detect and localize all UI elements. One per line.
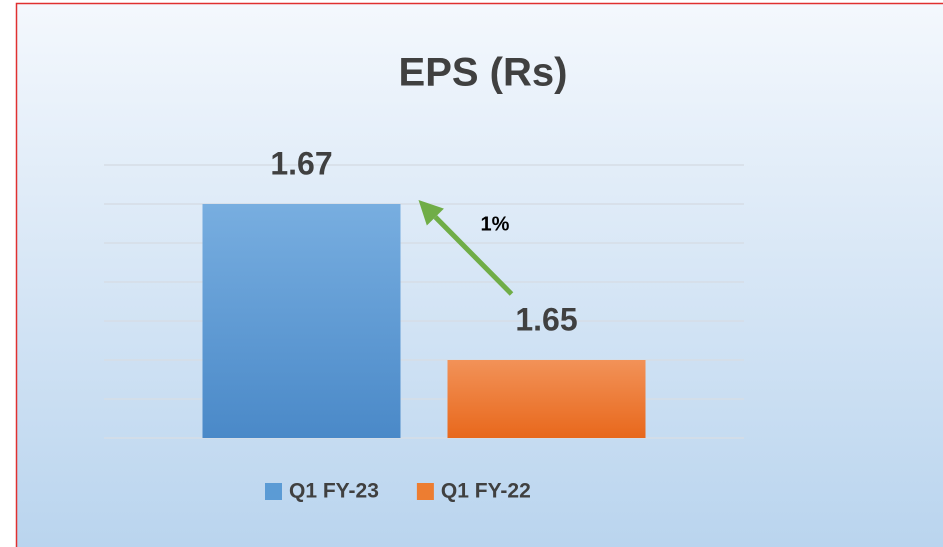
annotation-arrow [433, 215, 514, 296]
legend-swatch [265, 483, 282, 500]
legend-label: Q1 FY-22 [441, 480, 531, 503]
value-label: 1.65 [515, 301, 577, 337]
annotation: 1% [481, 213, 510, 235]
chart-title: EPS (Rs) [399, 51, 568, 95]
bar [447, 360, 646, 438]
annotation-arrowhead [418, 200, 444, 226]
legend-swatch [416, 483, 434, 500]
bar [202, 204, 401, 438]
legend-label: Q1 FY-23 [289, 480, 379, 503]
chart-frame [15, 2, 943, 547]
value-label: 1.67 [270, 145, 332, 181]
